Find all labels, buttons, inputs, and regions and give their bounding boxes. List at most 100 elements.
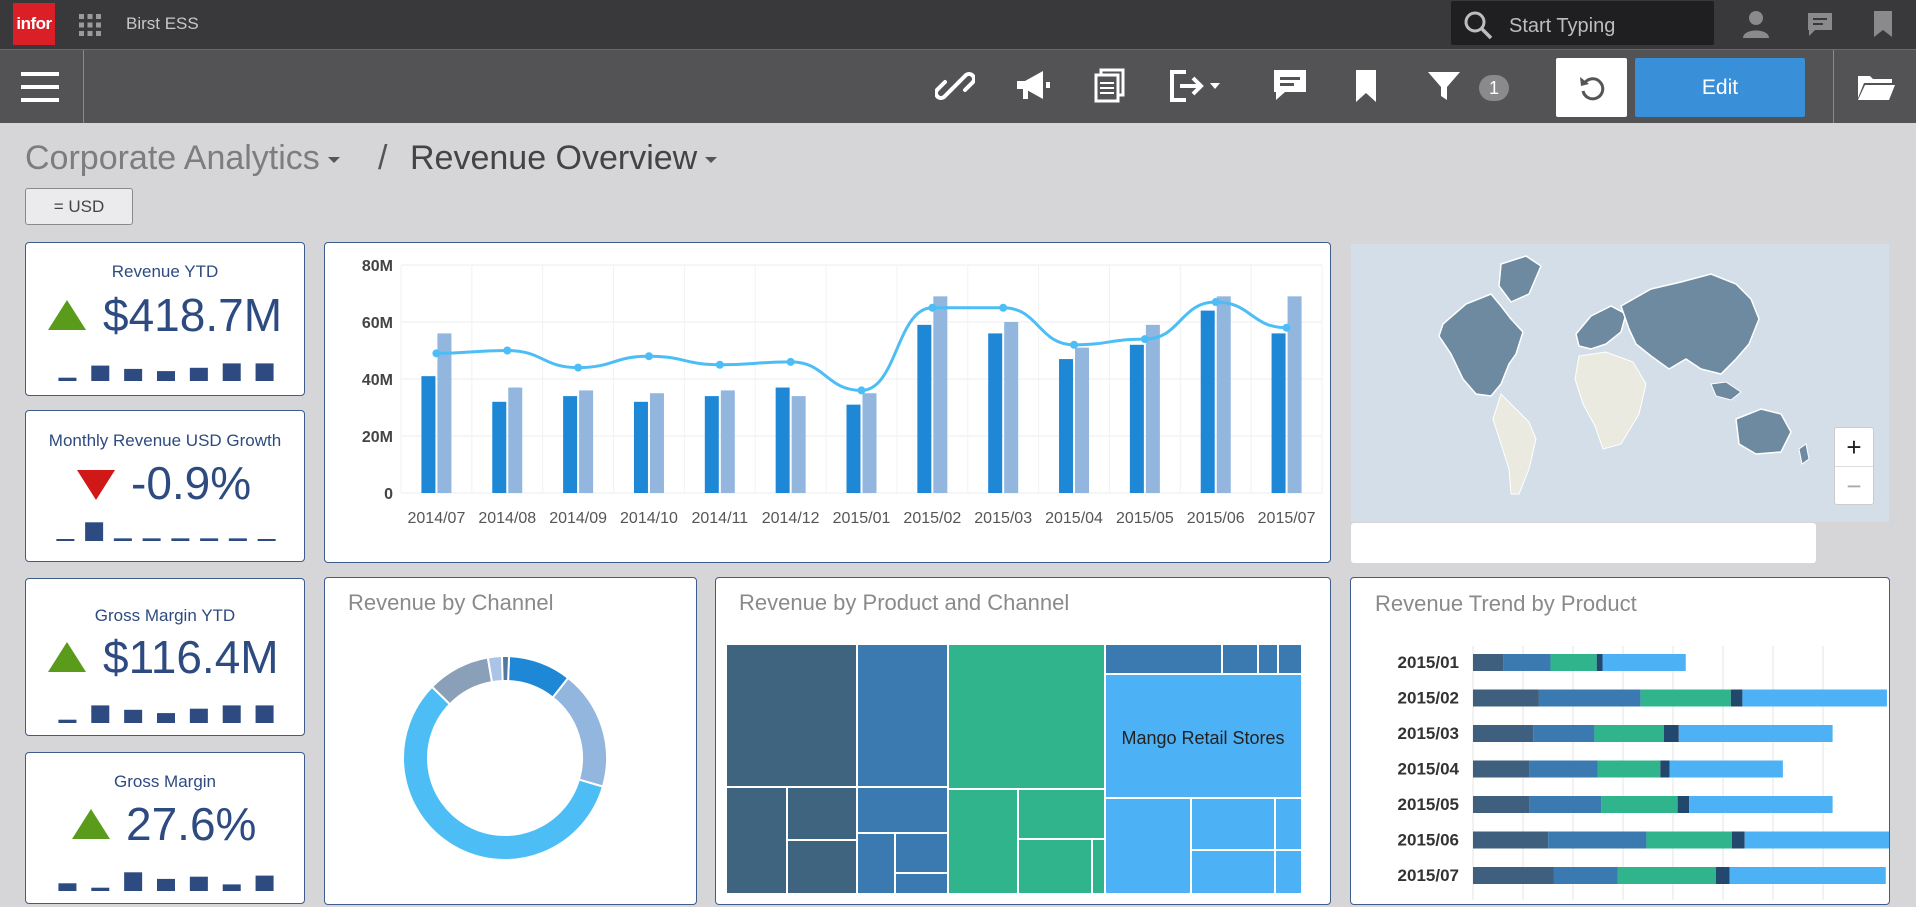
kpi-card-gross-margin[interactable]: Gross Margin 27.6%	[25, 752, 305, 904]
page-title[interactable]: Revenue Overview	[410, 139, 698, 177]
donut-slice[interactable]	[402, 685, 605, 861]
line-point[interactable]	[1140, 335, 1149, 344]
revenue-by-product-channel-panel[interactable]: Revenue by Product and Channel	[715, 577, 1331, 905]
line-point[interactable]	[432, 349, 441, 358]
stacked-bar-segment[interactable]	[1538, 689, 1641, 707]
line-point[interactable]	[715, 360, 724, 369]
bar-series-1[interactable]	[988, 333, 1003, 493]
bar-series-1[interactable]	[633, 401, 648, 493]
edit-button[interactable]: Edit	[1635, 58, 1805, 117]
zoom-out-button[interactable]: −	[1835, 466, 1873, 504]
line-point[interactable]	[644, 352, 653, 361]
bar-series-2[interactable]	[1004, 322, 1019, 493]
stacked-bar-segment[interactable]	[1732, 831, 1745, 849]
stacked-bar-segment[interactable]	[1529, 760, 1598, 778]
channel-donut-chart[interactable]	[395, 648, 615, 868]
line-point[interactable]	[574, 363, 583, 372]
breadcrumb-current[interactable]: Revenue Overview	[410, 139, 718, 178]
stacked-bar-segment[interactable]	[1646, 831, 1732, 849]
bar-series-1[interactable]	[492, 401, 507, 493]
bar-series-1[interactable]	[1129, 344, 1144, 493]
stacked-bar-segment[interactable]	[1729, 867, 1886, 884]
zoom-in-button[interactable]: +	[1846, 432, 1862, 462]
breadcrumb-parent[interactable]: Corporate Analytics	[25, 139, 340, 178]
stacked-bar-segment[interactable]	[1689, 796, 1833, 813]
line-point[interactable]	[857, 386, 866, 395]
line-point[interactable]	[1211, 298, 1220, 307]
bar-series-2[interactable]	[1287, 296, 1302, 493]
stacked-bar-segment[interactable]	[1533, 725, 1595, 742]
bar-series-2[interactable]	[933, 296, 948, 493]
revenue-combo-chart[interactable]: 80M 60M 40M 20M 0 2014/07 2014/08 2014/09 2014/1…	[325, 243, 1330, 562]
world-map[interactable]	[1351, 244, 1889, 522]
app-grid-icon[interactable]	[78, 13, 102, 37]
pages-icon[interactable]	[1090, 66, 1130, 106]
bar-series-2[interactable]	[649, 393, 664, 493]
revenue-by-channel-panel[interactable]: Revenue by Channel	[324, 577, 697, 905]
bar-series-1[interactable]	[704, 396, 719, 493]
line-point[interactable]	[503, 346, 512, 355]
map-zoom-control[interactable]: + −	[1834, 427, 1874, 505]
revenue-chart-panel[interactable]: 80M 60M 40M 20M 0 2014/07 2014/08 2014/09 2014/1…	[324, 242, 1331, 563]
comment-icon[interactable]	[1270, 66, 1310, 106]
stacked-bar-segment[interactable]	[1660, 760, 1670, 778]
stacked-bar-segment[interactable]	[1596, 654, 1603, 671]
stacked-bar-segment[interactable]	[1473, 689, 1539, 707]
stacked-bar-segment[interactable]	[1617, 867, 1716, 884]
stacked-bar-segment[interactable]	[1640, 689, 1731, 707]
stacked-bar-segment[interactable]	[1473, 831, 1549, 849]
stacked-bar-segment[interactable]	[1594, 725, 1664, 742]
stacked-bar-segment[interactable]	[1602, 654, 1686, 671]
stacked-bar-segment[interactable]	[1677, 796, 1690, 813]
stacked-bar-segment[interactable]	[1473, 654, 1504, 671]
bar-series-1[interactable]	[421, 376, 436, 493]
bar-series-2[interactable]	[1145, 324, 1160, 493]
messages-icon[interactable]	[1806, 10, 1834, 38]
revenue-trend-by-product-panel[interactable]: Revenue Trend by Product 2015/01 2015/02 2…	[1350, 577, 1890, 905]
bar-series-2[interactable]	[1216, 296, 1231, 493]
stacked-bar-segment[interactable]	[1473, 760, 1530, 778]
stacked-bar-segment[interactable]	[1550, 654, 1597, 671]
link-icon[interactable]	[935, 66, 975, 106]
bookmark-icon[interactable]	[1346, 66, 1386, 106]
line-point[interactable]	[1070, 340, 1079, 349]
folder-icon[interactable]	[1856, 70, 1896, 102]
donut-slice[interactable]	[551, 676, 608, 788]
announce-icon[interactable]	[1013, 66, 1053, 106]
stacked-bar-segment[interactable]	[1473, 796, 1530, 813]
stacked-bar-segment[interactable]	[1742, 689, 1887, 707]
product-trend-stacked-bar-chart[interactable]: 2015/01 2015/02 2015/03 2015/04 2015/05 2015/…	[1351, 638, 1889, 904]
bar-series-2[interactable]	[862, 393, 877, 493]
user-icon[interactable]	[1742, 10, 1770, 38]
refresh-button[interactable]	[1556, 58, 1627, 117]
bar-series-2[interactable]	[1075, 347, 1090, 493]
hamburger-menu[interactable]	[0, 50, 84, 123]
stacked-bar-segment[interactable]	[1548, 831, 1647, 849]
infor-logo[interactable]: infor	[13, 3, 55, 45]
stacked-bar-segment[interactable]	[1730, 689, 1743, 707]
stacked-bar-segment[interactable]	[1473, 867, 1554, 884]
bar-series-2[interactable]	[579, 390, 594, 493]
bar-series-2[interactable]	[791, 396, 806, 493]
line-point[interactable]	[1282, 323, 1291, 332]
bar-series-1[interactable]	[563, 396, 578, 493]
stacked-bar-segment[interactable]	[1744, 831, 1889, 849]
export-icon[interactable]	[1168, 66, 1228, 106]
bookmark-icon[interactable]	[1872, 10, 1894, 38]
line-point[interactable]	[928, 303, 937, 312]
filter-icon[interactable]	[1424, 66, 1464, 106]
stacked-bar-segment[interactable]	[1553, 867, 1618, 884]
bar-series-2[interactable]	[508, 387, 523, 493]
bar-series-1[interactable]	[917, 324, 932, 493]
bar-series-1[interactable]	[1059, 359, 1074, 493]
donut-slice[interactable]	[500, 655, 511, 683]
product-channel-treemap[interactable]: Mango Retail Stores	[726, 644, 1302, 894]
search-input[interactable]: Start Typing	[1509, 15, 1616, 37]
stacked-bar-segment[interactable]	[1529, 796, 1602, 813]
currency-filter-chip[interactable]: = USD	[25, 188, 133, 225]
stacked-bar-segment[interactable]	[1715, 867, 1730, 884]
stacked-bar-segment[interactable]	[1663, 725, 1679, 742]
line-point[interactable]	[999, 303, 1008, 312]
stacked-bar-segment[interactable]	[1678, 725, 1833, 742]
caret-down-icon[interactable]	[705, 157, 718, 164]
